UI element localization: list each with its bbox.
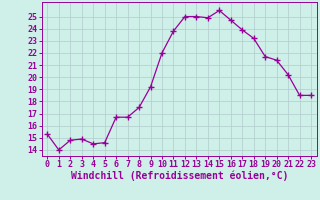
X-axis label: Windchill (Refroidissement éolien,°C): Windchill (Refroidissement éolien,°C) — [70, 171, 288, 181]
